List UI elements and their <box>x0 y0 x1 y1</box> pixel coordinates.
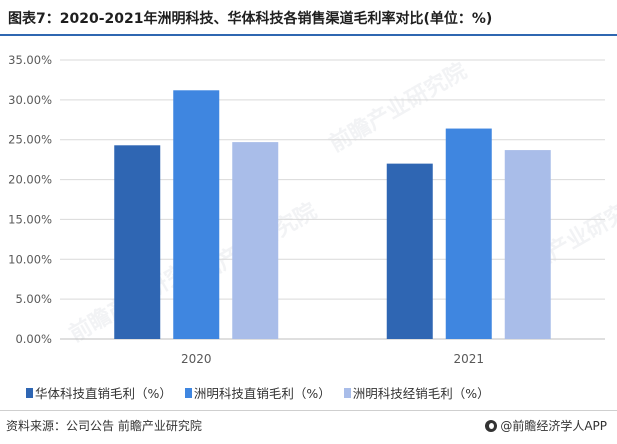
legend-swatch <box>184 387 192 398</box>
chart-legend: 华体科技直销毛利（%） 洲明科技直销毛利（%） 洲明科技经销毛利（%） <box>26 383 503 402</box>
brand-credit: @前瞻经济学人APP <box>485 417 607 434</box>
legend-label: 华体科技直销毛利（%） <box>35 386 172 401</box>
y-tick-label: 5.00% <box>15 292 52 306</box>
y-tick-label: 25.00% <box>8 133 52 147</box>
y-tick-label: 30.00% <box>8 93 52 107</box>
y-tick-label: 20.00% <box>8 173 52 187</box>
y-tick-label: 10.00% <box>8 252 52 266</box>
bar <box>114 145 161 339</box>
y-tick-label: 0.00% <box>15 332 52 346</box>
title-divider <box>0 34 617 36</box>
bar <box>386 163 433 339</box>
legend-label: 洲明科技直销毛利（%） <box>193 386 331 401</box>
legend-swatch <box>343 387 351 398</box>
bar <box>232 142 279 339</box>
legend-item: 华体科技直销毛利（%） <box>26 383 172 402</box>
bar <box>504 150 551 339</box>
source-note: 资料来源：公司公告 前瞻产业研究院 <box>6 419 202 433</box>
y-tick-label: 35.00% <box>8 53 52 67</box>
y-tick-label: 15.00% <box>8 212 52 226</box>
legend-label: 洲明科技经销毛利（%） <box>352 386 490 401</box>
brand-label: @前瞻经济学人APP <box>500 419 607 433</box>
chart-title: 图表7：2020-2021年洲明科技、华体科技各销售渠道毛利率对比(单位：%) <box>8 11 493 27</box>
x-tick-label: 2021 <box>453 352 484 366</box>
legend-swatch <box>26 387 33 398</box>
footer-divider <box>0 410 617 411</box>
legend-item: 洲明科技经销毛利（%） <box>343 383 490 402</box>
bar-chart: 0.00% 5.00% 10.00% 15.00% 20.00% 25.00% 30.00%… <box>8 53 605 366</box>
bar <box>173 90 220 339</box>
x-tick-label: 2020 <box>181 352 212 366</box>
brand-logo-icon <box>485 419 498 432</box>
bar <box>445 128 492 339</box>
legend-item: 洲明科技直销毛利（%） <box>184 383 331 402</box>
